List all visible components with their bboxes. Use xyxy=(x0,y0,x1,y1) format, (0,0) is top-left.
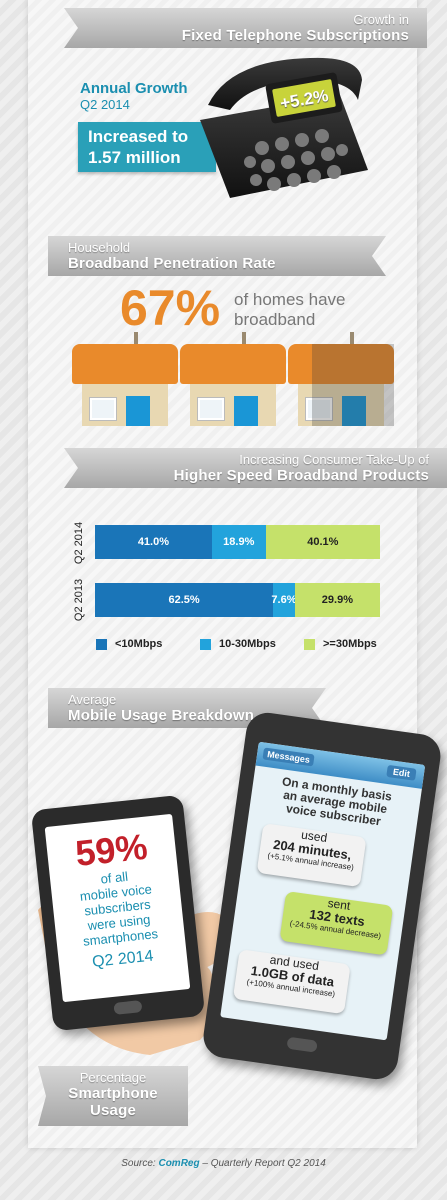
chart-bar-segment: 62.5% xyxy=(95,583,274,617)
section2-title-small: Household xyxy=(68,240,131,255)
annual-growth-period: Q2 2014 xyxy=(80,97,130,112)
legend-label: <10Mbps xyxy=(115,638,163,650)
chart-bar-row: 41.0% 18.9% 40.1% xyxy=(95,525,380,559)
messages-label: Messages xyxy=(262,747,315,767)
edit-button[interactable]: Edit xyxy=(386,764,417,781)
smartphone-desc: of all mobile voice subscribers were usi… xyxy=(50,864,185,952)
section3-title-small: Increasing Consumer Take-Up of xyxy=(239,452,429,467)
chart-bar-segment: 41.0% xyxy=(95,525,212,559)
increase-line1: Increased to xyxy=(88,127,189,146)
large-phone-home-button xyxy=(286,1036,318,1053)
house-icon xyxy=(180,332,286,426)
section4-title-big: Mobile Usage Breakdown xyxy=(68,707,255,724)
section3-title-big: Higher Speed Broadband Products xyxy=(173,467,429,484)
chart-data-label: 29.9% xyxy=(321,594,353,606)
badge-big-1: Smartphone xyxy=(68,1085,158,1102)
small-phone-home-button xyxy=(113,1000,143,1015)
increase-box: Increased to 1.57 million xyxy=(78,122,216,172)
chart-category-label: Q2 2013 xyxy=(73,578,85,622)
section1-banner: Growth in Fixed Telephone Subscriptions xyxy=(64,8,427,48)
section1-title-small: Growth in xyxy=(353,12,409,27)
chart-legend-item: 10-30Mbps xyxy=(200,638,276,650)
section3-banner: Increasing Consumer Take-Up of Higher Sp… xyxy=(64,448,447,488)
chart-bar-segment: 7.6% xyxy=(271,583,297,617)
source-org: ComReg xyxy=(158,1158,200,1169)
large-phone-screen: Messages Edit On a monthly basis an aver… xyxy=(220,741,426,1041)
small-smartphone: 59% of all mobile voice subscribers were… xyxy=(30,794,206,1032)
texts-bubble: sent 132 texts (-24.5% annual decrease) xyxy=(279,890,394,956)
chart-data-label: 41.0% xyxy=(137,536,170,548)
legend-swatch xyxy=(200,638,211,650)
section2-title-big: Broadband Penetration Rate xyxy=(68,255,276,272)
broadband-caption-line2: broadband xyxy=(234,310,316,329)
chart-legend-item: >=30Mbps xyxy=(304,638,377,650)
legend-label: >=30Mbps xyxy=(323,638,377,650)
source-prefix: Source: xyxy=(121,1158,159,1169)
chart-data-label: 62.5% xyxy=(168,594,200,606)
chart-data-label: 18.9% xyxy=(223,536,255,548)
smartphone-usage-badge: Percentage Smartphone Usage xyxy=(38,1066,188,1126)
desk-telephone-icon xyxy=(200,57,368,198)
chart-legend-item: <10Mbps xyxy=(96,638,162,650)
section4-title-small: Average xyxy=(68,692,117,707)
badge-small: Percentage xyxy=(79,1070,147,1085)
source-suffix: – Quarterly Report Q2 2014 xyxy=(199,1158,326,1169)
house-icon xyxy=(72,332,178,426)
chart-bar-segment: 29.9% xyxy=(294,583,380,617)
chart-bar-segment: 40.1% xyxy=(265,525,380,559)
broadband-percent: 67% xyxy=(120,280,221,336)
annual-growth-label: Annual Growth xyxy=(80,80,188,97)
increase-line2: 1.57 million xyxy=(88,148,181,167)
section2-banner: Household Broadband Penetration Rate xyxy=(48,236,386,276)
house-icon-faded xyxy=(288,332,394,426)
small-phone-screen: 59% of all mobile voice subscribers were… xyxy=(44,813,191,1003)
legend-label: 10-30Mbps xyxy=(219,638,276,650)
broadband-caption-line1: of homes have xyxy=(234,290,346,309)
chart-bar-row: 62.5% 7.6% 29.9% xyxy=(95,583,380,617)
legend-swatch xyxy=(304,638,315,650)
chart-data-label: 7.6% xyxy=(271,594,297,606)
legend-swatch xyxy=(96,638,107,650)
chart-bar-segment: 18.9% xyxy=(211,525,266,559)
data-bubble: and used 1.0GB of data (+100% annual inc… xyxy=(232,949,351,1015)
chart-data-label: 40.1% xyxy=(307,536,339,548)
source-credit: Source: ComReg – Quarterly Report Q2 201… xyxy=(0,1158,447,1169)
section1-title-big: Fixed Telephone Subscriptions xyxy=(181,27,409,44)
minutes-bubble: used 204 minutes, (+5.1% annual increase… xyxy=(256,823,367,888)
badge-big-2: Usage xyxy=(89,1102,137,1119)
